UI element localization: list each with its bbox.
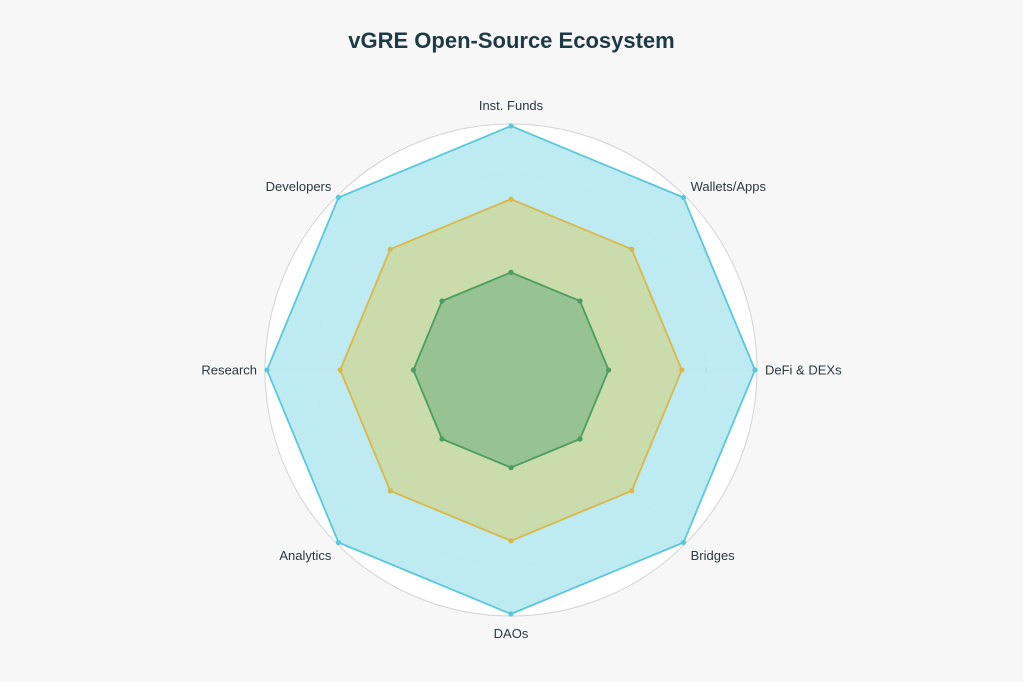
series-1-point-3 — [752, 367, 758, 373]
series-2-point-2 — [629, 246, 635, 252]
series-3-point-5 — [508, 465, 514, 471]
series-1-point-4 — [680, 539, 687, 546]
series-2-point-8 — [387, 246, 393, 252]
series-2-point-1 — [508, 196, 514, 202]
series-3-point-2 — [577, 298, 583, 304]
series-2-point-6 — [387, 488, 393, 494]
series-2-point-7 — [337, 367, 343, 373]
series-3-point-3 — [606, 367, 612, 373]
chart-title: vGRE Open-Source Ecosystem — [348, 28, 675, 53]
series-1-point-7 — [264, 367, 270, 373]
label-layer: Inst. Funds Wallets/Apps DeFi & DEXs Bridge… — [201, 98, 842, 641]
series-1-point-2 — [680, 194, 687, 201]
axis-label-2: Wallets/Apps — [691, 179, 767, 194]
series-2-point-5 — [508, 538, 514, 544]
axis-label-1: Inst. Funds — [479, 98, 544, 113]
axis-label-5: DAOs — [494, 626, 529, 641]
axis-label-8: Developers — [266, 179, 332, 194]
series-2-point-3 — [679, 367, 685, 373]
series-1-point-6 — [335, 539, 342, 546]
series-3-point-7 — [410, 367, 416, 373]
series-3-point-6 — [439, 436, 445, 442]
axis-label-4: Bridges — [691, 548, 736, 563]
series-3-point-1 — [508, 269, 514, 275]
marker-layer — [264, 123, 758, 617]
axis-label-6: Analytics — [279, 548, 332, 563]
series-2-point-4 — [629, 488, 635, 494]
series-1-point-1 — [508, 123, 514, 129]
series-3-point-4 — [577, 436, 583, 442]
axis-label-3: DeFi & DEXs — [765, 363, 842, 378]
series-1-point-5 — [508, 611, 514, 617]
series-3-point-8 — [439, 298, 445, 304]
series-1-point-8 — [335, 194, 342, 201]
axis-label-7: Research — [201, 363, 257, 378]
